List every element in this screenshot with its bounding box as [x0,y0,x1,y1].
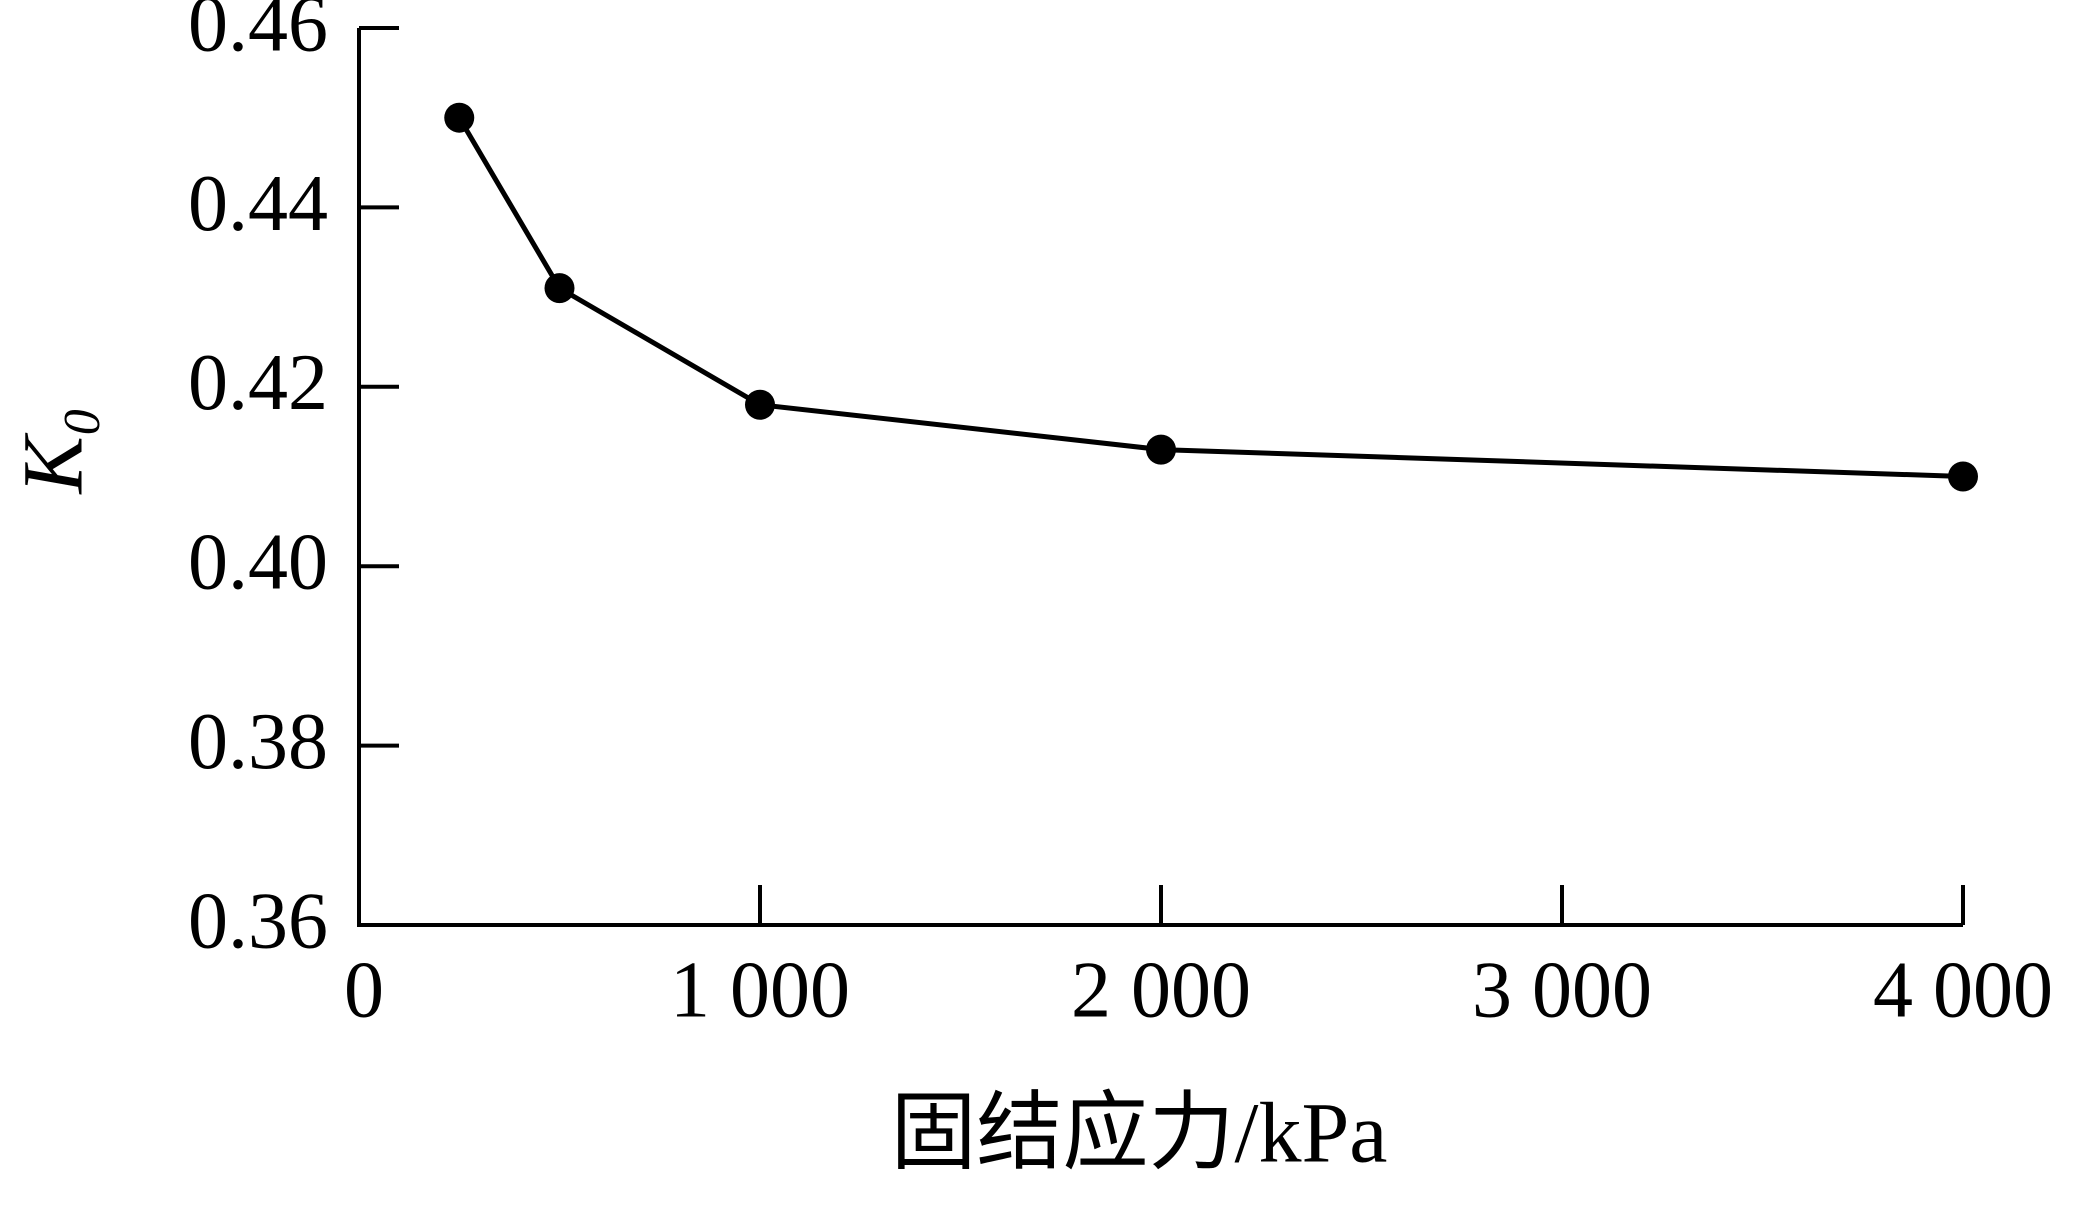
axes [357,28,1963,927]
point [544,273,575,304]
y-tick-label: 0.44 [188,160,328,248]
point [1146,434,1176,465]
y-tick-label: 0.38 [188,698,328,786]
y-tick-label: 0.46 [188,0,328,68]
point [1948,461,1978,492]
point [444,102,475,133]
series-line [457,116,1964,479]
x-tick-label: 4 000 [1873,946,2053,1034]
point [745,389,775,420]
y-tick-label: 0.40 [188,519,328,607]
y-tick-label: 0.36 [188,877,328,965]
x-tick-label: 3 000 [1472,946,1652,1034]
x-axis-label: 固结应力/kPa [891,1085,1388,1181]
x-tick-label: 2 000 [1071,946,1251,1034]
y-tick-label: 0.42 [188,339,328,427]
x-tick-label: 1 000 [670,946,850,1034]
y-axis-label: K₀ [5,406,101,495]
x-tick-label: 0 [344,946,384,1034]
